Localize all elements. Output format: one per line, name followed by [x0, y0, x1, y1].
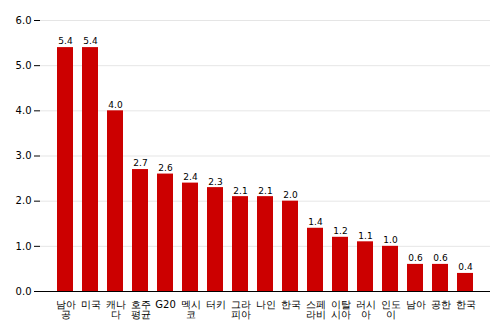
svg-text:1.1: 1.1: [358, 231, 372, 241]
svg-text:2.1: 2.1: [233, 186, 247, 196]
svg-text:0.6: 0.6: [433, 253, 448, 263]
svg-text:4.0: 4.0: [16, 105, 32, 116]
svg-text:남아공: 남아공: [56, 299, 76, 320]
svg-text:2.3: 2.3: [208, 176, 222, 186]
svg-text:2.1: 2.1: [258, 186, 272, 196]
svg-text:4.0: 4.0: [108, 100, 123, 110]
svg-text:1.2: 1.2: [333, 226, 347, 236]
svg-text:그라피아: 그라피아: [231, 299, 251, 320]
svg-text:2.4: 2.4: [183, 172, 198, 182]
svg-text:터키: 터키: [206, 299, 226, 310]
svg-text:5.4: 5.4: [83, 36, 98, 46]
svg-text:멕시코: 멕시코: [181, 299, 201, 320]
svg-text:스페라비: 스페라비: [306, 299, 326, 320]
svg-text:인도이: 인도이: [381, 299, 401, 320]
svg-text:1.0: 1.0: [383, 235, 398, 245]
svg-text:1.0: 1.0: [16, 241, 32, 252]
svg-text:2.0: 2.0: [16, 195, 32, 206]
svg-text:2.7: 2.7: [133, 158, 147, 168]
svg-text:이탈시아: 이탈시아: [331, 299, 351, 320]
svg-text:한국: 한국: [456, 299, 476, 310]
svg-text:0.4: 0.4: [458, 262, 473, 272]
svg-text:G20: G20: [155, 299, 175, 310]
svg-text:남아: 남아: [406, 299, 426, 310]
svg-text:2.6: 2.6: [158, 163, 173, 173]
svg-text:캐나다: 캐나다: [106, 299, 126, 320]
svg-text:0.6: 0.6: [408, 253, 423, 263]
svg-text:5.0: 5.0: [16, 60, 32, 71]
svg-text:러시아: 러시아: [356, 299, 376, 320]
svg-text:2.0: 2.0: [283, 190, 298, 200]
svg-text:3.0: 3.0: [16, 150, 32, 161]
svg-text:한국: 한국: [281, 299, 301, 310]
svg-text:공한: 공한: [431, 299, 451, 310]
svg-text:0.0: 0.0: [16, 286, 32, 297]
svg-text:미국: 미국: [81, 299, 101, 310]
svg-text:1.4: 1.4: [308, 217, 323, 227]
svg-text:호주평균: 호주평균: [131, 299, 151, 320]
svg-text:나인: 나인: [256, 299, 276, 310]
svg-text:5.4: 5.4: [58, 36, 73, 46]
svg-text:6.0: 6.0: [16, 15, 32, 26]
